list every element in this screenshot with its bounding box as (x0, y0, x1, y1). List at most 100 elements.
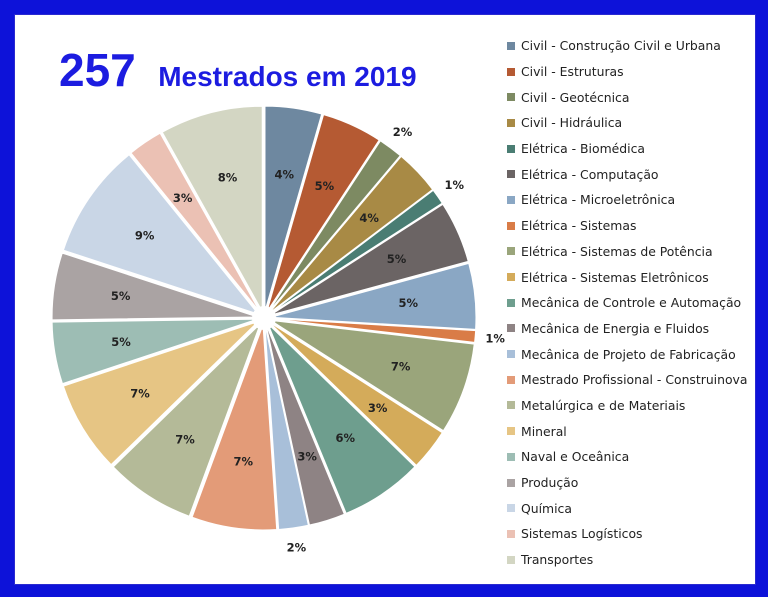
legend-label: Química (521, 500, 572, 516)
pie-slice-2 (267, 140, 401, 313)
legend-swatch (507, 324, 515, 333)
pie-slice-6 (270, 262, 477, 330)
legend-item-4: Elétrica - Biomédica (507, 136, 747, 162)
legend-item-13: Mestrado Profissional - Construinova (507, 367, 747, 393)
legend-item-8: Elétrica - Sistemas de Potência (507, 239, 747, 265)
slice-label-8: 7% (391, 360, 411, 374)
legend-item-19: Sistemas Logísticos (507, 521, 747, 547)
pie-slice-13 (191, 324, 278, 531)
pie-chart: 4% 5% 2% 4% 1% 5% 5% 1% 7% 3% 6% 3% 2% 7% 7% 7% 5% 5% 9% 3%… (51, 105, 505, 555)
legend-label: Elétrica - Sistemas (521, 218, 637, 234)
legend-swatch (507, 529, 515, 538)
chart-frame: 257 Mestrados em 2019 4% 5% 2% 4% 1% 5% 5% 1% 7%… (14, 14, 756, 585)
pie-slice-3 (268, 155, 434, 314)
legend-swatch (507, 247, 515, 256)
legend-item-1: Civil - Estruturas (507, 59, 747, 85)
legend-label: Civil - Construção Civil e Urbana (521, 38, 721, 54)
chart-legend: Civil - Construção Civil e Urbana Civil -… (507, 33, 747, 572)
legend-item-0: Civil - Construção Civil e Urbana (507, 33, 747, 59)
legend-swatch (507, 555, 515, 564)
slice-label-0: 4% (274, 167, 294, 181)
slice-label-15: 7% (130, 386, 150, 400)
legend-item-11: Mecânica de Energia e Fluidos (507, 316, 747, 342)
slice-label-7: 1% (485, 331, 505, 345)
legend-item-3: Civil - Hidráulica (507, 110, 747, 136)
slice-label-5: 5% (387, 252, 407, 266)
legend-item-16: Naval e Oceânica (507, 444, 747, 470)
legend-item-7: Elétrica - Sistemas (507, 213, 747, 239)
legend-swatch (507, 478, 515, 487)
pie-slice-8 (270, 319, 475, 432)
slice-label-20: 8% (218, 171, 238, 185)
pie-slice-16 (51, 318, 258, 385)
pie-slice-20 (161, 105, 263, 314)
legend-label: Mecânica de Projeto de Fabricação (521, 346, 736, 362)
legend-label: Naval e Oceânica (521, 449, 630, 465)
pie-slice-0 (264, 105, 323, 312)
slice-label-9: 3% (368, 401, 388, 415)
legend-item-20: Transportes (507, 547, 747, 573)
legend-swatch (507, 452, 515, 461)
slice-label-1: 5% (315, 179, 335, 193)
pie-slice-5 (270, 203, 469, 316)
slice-label-19: 3% (173, 191, 193, 205)
legend-item-12: Mecânica de Projeto de Fabricação (507, 341, 747, 367)
legend-item-9: Elétrica - Sistemas Eletrônicos (507, 264, 747, 290)
legend-item-6: Elétrica - Microeletrônica (507, 187, 747, 213)
pie-slice-15 (62, 321, 259, 466)
legend-swatch (507, 41, 515, 50)
pie-slice-17 (51, 252, 258, 321)
pie-center (252, 306, 276, 330)
slice-label-2: 2% (393, 125, 413, 139)
pie-slice-19 (130, 132, 261, 313)
slice-label-14: 7% (175, 433, 195, 447)
legend-label: Elétrica - Biomédica (521, 141, 645, 157)
legend-swatch (507, 118, 515, 127)
slice-label-13: 7% (234, 455, 254, 469)
legend-label: Mestrado Profissional - Construinova (521, 372, 748, 388)
chart-title: Mestrados em 2019 (158, 61, 417, 92)
pie-slice-11 (265, 324, 345, 526)
legend-label: Sistemas Logísticos (521, 526, 643, 542)
pie-slice-10 (267, 323, 416, 514)
legend-swatch (507, 221, 515, 230)
legend-swatch (507, 427, 515, 436)
pie-slice-12 (264, 324, 309, 531)
pie-slice-18 (62, 154, 260, 316)
legend-label: Civil - Geotécnica (521, 89, 630, 105)
legend-swatch (507, 350, 515, 359)
legend-swatch (507, 144, 515, 153)
legend-swatch (507, 195, 515, 204)
slice-label-12: 2% (287, 541, 307, 555)
slice-label-18: 9% (135, 229, 155, 243)
legend-item-2: Civil - Geotécnica (507, 84, 747, 110)
legend-swatch (507, 93, 515, 102)
chart-headline: 257 Mestrados em 2019 (59, 43, 417, 97)
slice-label-10: 6% (336, 431, 356, 445)
slice-label-16: 5% (111, 335, 131, 349)
pie-slice-9 (269, 321, 443, 467)
legend-label: Elétrica - Microeletrônica (521, 192, 676, 208)
legend-item-10: Mecânica de Controle e Automação (507, 290, 747, 316)
slice-label-17: 5% (111, 289, 131, 303)
legend-label: Elétrica - Sistemas de Potência (521, 243, 713, 259)
slice-label-4: 1% (444, 178, 464, 192)
legend-swatch (507, 273, 515, 282)
legend-item-5: Elétrica - Computação (507, 161, 747, 187)
legend-swatch (507, 375, 515, 384)
legend-swatch (507, 170, 515, 179)
legend-label: Elétrica - Computação (521, 166, 659, 182)
legend-item-17: Produção (507, 470, 747, 496)
legend-item-15: Mineral (507, 418, 747, 444)
legend-label: Mecânica de Energia e Fluidos (521, 320, 710, 336)
total-count: 257 (59, 44, 136, 96)
legend-label: Metalúrgica e de Materiais (521, 397, 686, 413)
legend-label: Transportes (521, 552, 594, 568)
legend-label: Mecânica de Controle e Automação (521, 295, 742, 311)
legend-swatch (507, 67, 515, 76)
legend-item-18: Química (507, 495, 747, 521)
legend-label: Mineral (521, 423, 567, 439)
slice-label-3: 4% (359, 211, 379, 225)
slice-label-11: 3% (297, 449, 317, 463)
legend-swatch (507, 401, 515, 410)
